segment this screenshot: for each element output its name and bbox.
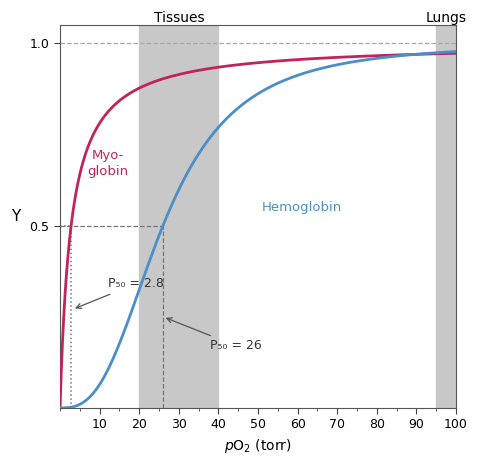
Bar [139, 25, 218, 408]
Bar [436, 25, 456, 408]
Text: P₅₀ = 26: P₅₀ = 26 [167, 318, 262, 352]
Y-axis label: Y: Y [11, 209, 21, 224]
Text: P₅₀ = 2.8: P₅₀ = 2.8 [76, 277, 163, 308]
Text: Lungs: Lungs [425, 11, 467, 25]
Text: Hemoglobin: Hemoglobin [262, 201, 342, 214]
Text: Tissues: Tissues [153, 11, 204, 25]
Text: Myo-
globin: Myo- globin [87, 149, 128, 178]
X-axis label: $p$O$_2$ (torr): $p$O$_2$ (torr) [224, 437, 292, 455]
